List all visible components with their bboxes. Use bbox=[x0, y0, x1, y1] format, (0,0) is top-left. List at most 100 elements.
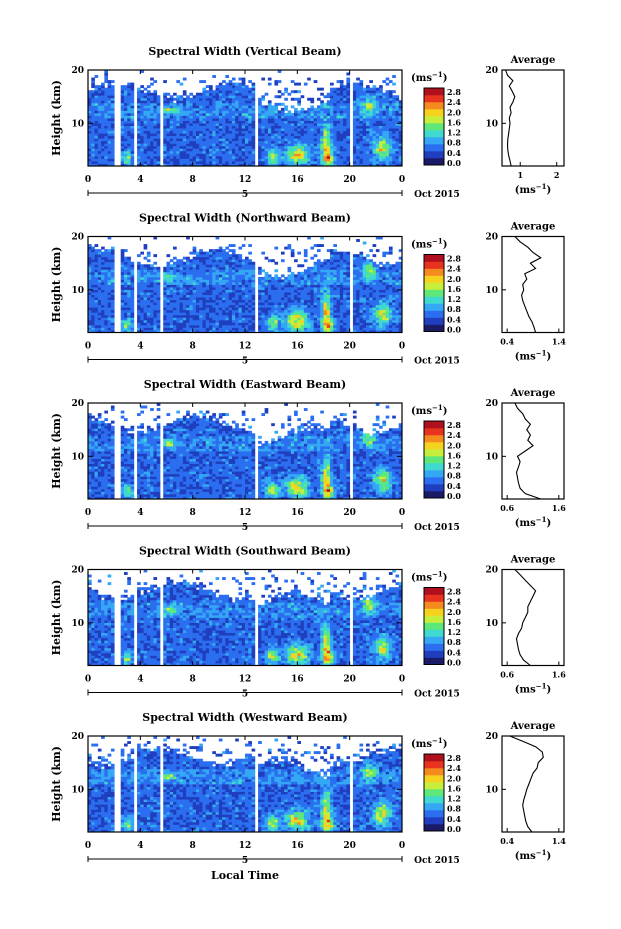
heatmap-cell bbox=[238, 160, 243, 164]
heatmap-cell bbox=[127, 294, 131, 298]
heatmap-cell bbox=[146, 123, 151, 126]
heatmap-cell bbox=[294, 120, 298, 124]
heatmap-cell bbox=[343, 123, 347, 126]
heatmap-cell bbox=[362, 107, 367, 111]
heatmap-cell bbox=[231, 115, 236, 119]
heatmap-cell bbox=[120, 264, 125, 268]
heatmap-cell bbox=[333, 261, 337, 265]
heatmap-cell bbox=[251, 261, 256, 265]
heatmap-cell bbox=[91, 135, 95, 139]
heatmap-cell bbox=[346, 138, 351, 142]
heatmap-cell bbox=[303, 138, 308, 142]
heatmap-cell bbox=[205, 125, 210, 129]
heatmap-cell bbox=[294, 307, 298, 311]
heatmap-cell bbox=[91, 294, 95, 298]
heatmap-cell bbox=[248, 102, 252, 106]
heatmap-cell bbox=[215, 87, 220, 91]
heatmap-cell bbox=[264, 299, 269, 303]
heatmap-cell bbox=[137, 120, 141, 124]
heatmap-cell bbox=[212, 256, 216, 260]
heatmap-cell bbox=[333, 251, 337, 255]
heatmap-cell bbox=[104, 324, 109, 328]
heatmap-cell bbox=[307, 120, 311, 124]
heatmap-cell bbox=[228, 130, 233, 134]
heatmap-cell bbox=[343, 276, 347, 280]
heatmap-cell bbox=[379, 110, 383, 114]
heatmap-cell bbox=[101, 163, 105, 167]
heatmap-cell bbox=[385, 163, 390, 167]
heatmap-cell bbox=[343, 327, 347, 331]
heatmap-cell bbox=[336, 138, 341, 142]
heatmap-cell bbox=[330, 322, 334, 326]
heatmap-cell bbox=[316, 289, 321, 293]
heatmap-cell bbox=[280, 120, 285, 124]
heatmap-cell bbox=[228, 254, 233, 258]
heatmap-cell bbox=[271, 140, 275, 144]
heatmap-cell bbox=[189, 271, 194, 275]
heatmap-cell bbox=[284, 289, 288, 293]
heatmap-cell bbox=[392, 135, 396, 139]
heatmap-cell bbox=[205, 112, 210, 116]
heatmap-cell bbox=[235, 264, 239, 268]
heatmap-cell bbox=[97, 317, 102, 321]
heatmap-cell bbox=[218, 261, 223, 265]
heatmap-cell bbox=[274, 115, 279, 119]
heatmap-cell bbox=[156, 130, 161, 134]
heatmap-cell bbox=[176, 97, 180, 101]
heatmap-cell bbox=[101, 95, 105, 99]
heatmap-cell bbox=[326, 110, 331, 114]
heatmap-cell bbox=[310, 115, 315, 119]
heatmap-cell bbox=[123, 163, 128, 167]
heatmap-cell bbox=[166, 254, 171, 258]
heatmap-cell bbox=[88, 327, 92, 331]
heatmap-cell bbox=[280, 292, 285, 296]
heatmap-cell bbox=[330, 264, 334, 268]
heatmap-cell bbox=[169, 102, 174, 106]
heatmap-cell bbox=[310, 289, 315, 293]
heatmap-cell bbox=[88, 284, 92, 288]
heatmap-cell bbox=[248, 158, 252, 162]
heatmap-cell bbox=[173, 128, 177, 132]
heatmap-cell bbox=[88, 105, 92, 109]
heatmap-cell bbox=[300, 304, 305, 308]
heatmap-cell bbox=[195, 324, 200, 328]
heatmap-cell bbox=[222, 314, 226, 318]
heatmap-cell bbox=[199, 102, 203, 106]
heatmap-cell bbox=[137, 87, 141, 91]
heatmap-cell bbox=[251, 158, 256, 162]
heatmap-cell bbox=[137, 95, 141, 99]
heatmap-cell bbox=[392, 123, 396, 126]
heatmap-cell bbox=[173, 145, 177, 149]
heatmap-cell bbox=[88, 287, 92, 290]
heatmap-cell bbox=[274, 319, 279, 323]
heatmap-cell bbox=[280, 163, 285, 167]
heatmap-cell bbox=[238, 145, 243, 149]
heatmap-cell bbox=[195, 314, 200, 318]
colorbar-tick-label: 0.4 bbox=[447, 148, 461, 158]
heatmap-cell bbox=[156, 112, 161, 116]
heatmap-cell bbox=[245, 297, 249, 301]
heatmap-cell bbox=[261, 322, 266, 326]
heatmap-cell bbox=[356, 87, 360, 91]
heatmap-cell bbox=[169, 145, 174, 149]
heatmap-cell bbox=[339, 324, 344, 328]
heatmap-cell bbox=[264, 130, 269, 134]
heatmap-cell bbox=[258, 110, 262, 114]
heatmap-cell bbox=[176, 324, 180, 328]
heatmap-cell bbox=[101, 299, 105, 303]
heatmap-cell bbox=[88, 100, 92, 104]
heatmap-cell bbox=[284, 163, 288, 167]
heatmap-cell bbox=[395, 105, 400, 109]
heatmap-cell bbox=[218, 85, 223, 89]
heatmap-cell bbox=[336, 317, 341, 321]
heatmap-cell bbox=[241, 158, 246, 162]
heatmap-cell bbox=[235, 319, 239, 323]
heatmap-cell bbox=[352, 143, 357, 147]
heatmap-cell bbox=[101, 135, 105, 139]
heatmap-cell bbox=[310, 302, 315, 306]
heatmap-cell bbox=[330, 123, 334, 126]
heatmap-cell bbox=[356, 158, 360, 162]
heatmap-cell bbox=[343, 140, 347, 144]
heatmap-cell bbox=[215, 299, 220, 303]
heatmap-cell bbox=[297, 322, 301, 326]
